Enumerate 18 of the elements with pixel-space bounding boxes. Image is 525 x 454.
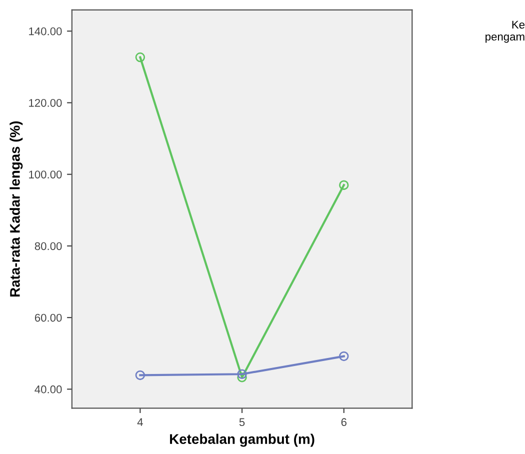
y-tick-label: 60.00	[34, 314, 62, 322]
point	[237, 372, 247, 382]
point	[135, 52, 146, 62]
point	[339, 351, 349, 362]
legend-title: Ke pengam	[486, 20, 525, 43]
y-tick-label: 100.00	[29, 170, 62, 178]
x-tick-label: 5	[239, 418, 245, 426]
y-tick-label: 40.00	[34, 385, 62, 394]
y-tick-label: 120.00	[29, 98, 62, 107]
x-axis-title: Ketebalan gambut (m)	[170, 434, 314, 447]
y-tick-label: 140.00	[29, 27, 62, 36]
y-tick-label: 80.00	[34, 242, 62, 250]
point	[237, 369, 247, 379]
y-axis-title: Rata-rata Kadar lengas (%)	[10, 121, 23, 297]
point	[339, 180, 349, 190]
point	[135, 370, 146, 380]
x-tick-label: 6	[341, 418, 346, 426]
x-tick-label: 4	[137, 418, 143, 426]
